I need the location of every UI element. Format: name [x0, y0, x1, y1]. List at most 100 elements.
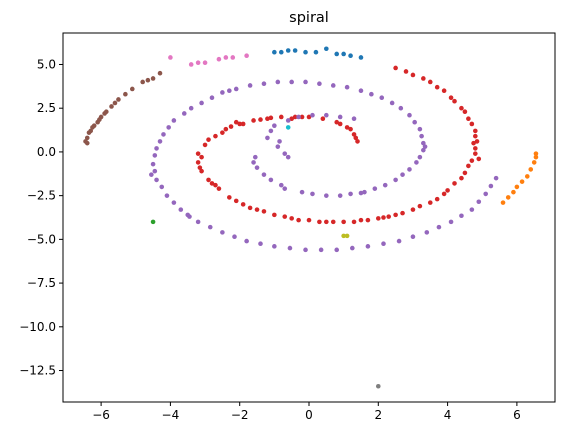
- data-point: [351, 116, 357, 121]
- x-axis: −6 −4 −2 0 2 4 6: [92, 402, 521, 422]
- data-point: [386, 214, 391, 219]
- data-point: [197, 165, 203, 170]
- data-point: [476, 156, 482, 162]
- x-tick-label: −2: [231, 408, 249, 422]
- data-point: [199, 100, 204, 106]
- data-point: [358, 55, 364, 60]
- data-point: [427, 79, 433, 85]
- data-point: [232, 234, 237, 240]
- data-point: [434, 196, 440, 202]
- data-point: [282, 151, 288, 156]
- data-point: [407, 112, 412, 118]
- data-point: [91, 123, 97, 128]
- data-point: [233, 119, 239, 125]
- data-point: [533, 154, 539, 160]
- data-point: [344, 84, 350, 90]
- y-tick-label: −5.0: [27, 232, 56, 246]
- data-point: [252, 154, 258, 160]
- data-point: [154, 177, 159, 183]
- data-point: [171, 118, 177, 123]
- data-point: [452, 98, 457, 104]
- data-point: [150, 161, 156, 167]
- data-point: [150, 219, 156, 225]
- data-point: [337, 114, 343, 120]
- data-point: [528, 167, 534, 172]
- data-point: [220, 90, 225, 95]
- data-point: [188, 105, 194, 111]
- data-point: [282, 214, 288, 219]
- data-point: [452, 181, 457, 186]
- data-point: [375, 383, 381, 389]
- data-point: [166, 125, 171, 130]
- series-2: [150, 219, 156, 225]
- data-point: [296, 114, 301, 120]
- data-point: [355, 139, 360, 144]
- data-point: [278, 182, 284, 188]
- data-point: [251, 118, 256, 123]
- data-point: [251, 160, 256, 165]
- data-point: [254, 207, 260, 212]
- data-point: [84, 135, 90, 141]
- data-point: [441, 191, 447, 197]
- data-point: [324, 46, 329, 52]
- data-point: [441, 88, 447, 94]
- data-point: [213, 182, 218, 188]
- data-point: [285, 118, 291, 123]
- data-point: [112, 100, 118, 106]
- data-point: [272, 49, 277, 55]
- data-point: [493, 175, 499, 181]
- data-point: [410, 234, 416, 240]
- data-point: [178, 207, 184, 212]
- data-point: [258, 241, 263, 247]
- chart-title: spiral: [289, 10, 329, 26]
- data-point: [195, 219, 201, 225]
- data-point: [389, 100, 395, 106]
- data-point: [272, 212, 277, 218]
- data-point: [199, 168, 204, 174]
- data-point: [412, 119, 417, 125]
- data-point: [261, 209, 267, 214]
- data-point: [230, 55, 236, 60]
- data-point: [348, 126, 353, 132]
- data-point: [414, 160, 419, 165]
- data-point: [247, 205, 253, 211]
- data-point: [287, 245, 293, 251]
- data-point: [417, 154, 423, 160]
- data-point: [157, 139, 163, 144]
- x-tick-label: 6: [513, 408, 521, 422]
- data-point: [240, 202, 246, 207]
- data-point: [207, 224, 213, 230]
- data-point: [341, 219, 346, 225]
- data-point: [334, 119, 340, 125]
- data-point: [469, 121, 475, 127]
- data-point: [254, 165, 260, 170]
- series-3: [195, 65, 482, 225]
- data-point: [310, 112, 315, 118]
- data-point: [459, 213, 464, 219]
- data-point: [334, 247, 340, 253]
- data-point: [462, 170, 468, 176]
- data-point: [181, 111, 187, 116]
- data-point: [303, 49, 308, 55]
- data-point: [97, 117, 102, 122]
- data-point: [317, 219, 322, 225]
- data-point: [227, 88, 232, 94]
- data-point: [341, 51, 346, 57]
- data-point: [233, 86, 239, 92]
- y-tick-label: −2.5: [27, 189, 56, 203]
- x-tick-label: −6: [92, 408, 110, 422]
- series-9: [285, 125, 291, 130]
- data-point: [471, 140, 476, 146]
- y-tick-label: 0.0: [37, 145, 56, 159]
- y-tick-label: −7.5: [27, 276, 56, 290]
- y-tick-label: −10.0: [19, 320, 56, 334]
- data-point: [258, 117, 263, 122]
- data-point: [313, 49, 319, 55]
- data-point: [306, 114, 312, 120]
- data-point: [417, 126, 423, 132]
- data-point: [149, 172, 154, 177]
- data-point: [88, 128, 94, 134]
- data-point: [459, 175, 464, 181]
- data-point: [379, 95, 385, 101]
